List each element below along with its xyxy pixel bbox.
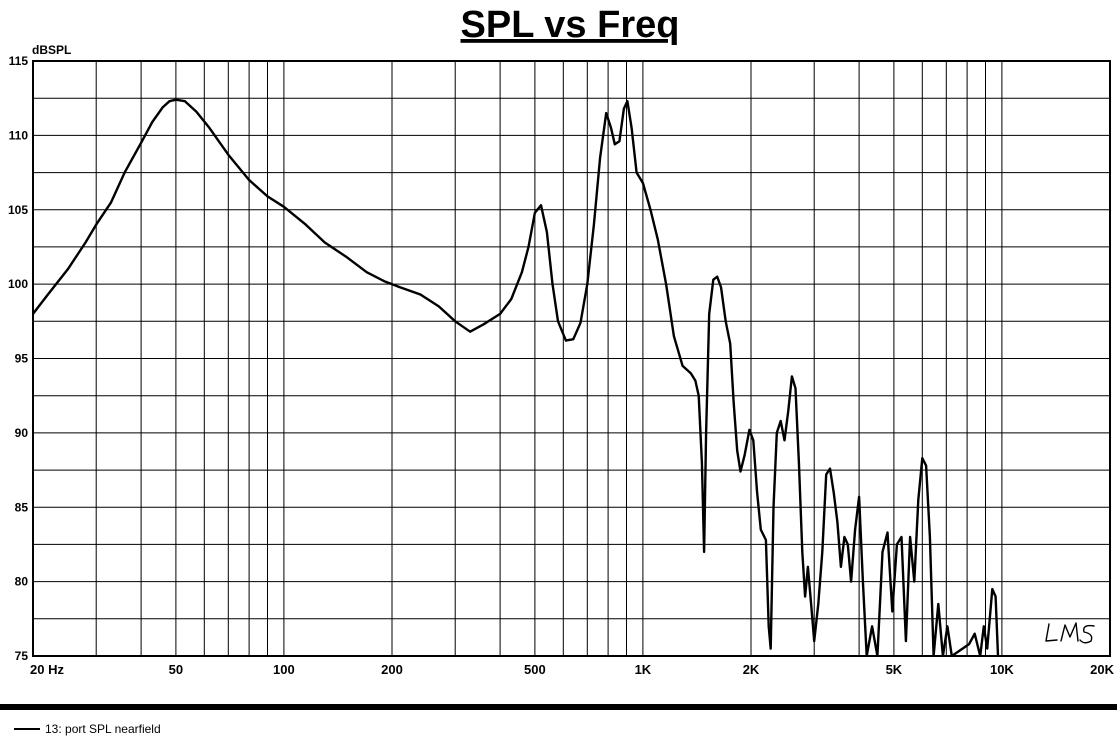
y-tick-label: 105: [8, 203, 28, 217]
series-line: [33, 98, 1000, 656]
y-tick-label: 100: [8, 277, 28, 291]
lms-watermark: [1045, 622, 1095, 644]
x-tick-label: 200: [381, 662, 403, 677]
chart: SPL vs Freq dBSPL 115 110 105 100 95 90 85 80 75…: [8, 4, 1115, 677]
x-tick-label: 5K: [886, 662, 903, 677]
horizontal-gridlines: [33, 97, 1110, 620]
y-tick-label: 110: [9, 128, 29, 142]
y-axis-label: dBSPL: [32, 43, 71, 57]
legend-label: 13: port SPL nearfield: [45, 722, 161, 736]
series-layer: [33, 98, 1000, 656]
x-tick-label: 1K: [635, 662, 652, 677]
x-tick-label: 10K: [990, 662, 1014, 677]
legend-swatch: [14, 728, 40, 730]
x-tick-label: 50: [169, 662, 183, 677]
legend-divider: [0, 704, 1117, 710]
chart-title: SPL vs Freq: [461, 4, 680, 46]
legend: 13: port SPL nearfield: [0, 700, 1117, 748]
x-tick-label: 500: [524, 662, 546, 677]
x-tick-labels: 20 Hz 50 100 200 500 1K 2K 5K 10K 20K: [30, 662, 1115, 677]
legend-entry: 13: port SPL nearfield: [14, 722, 161, 736]
x-tick-label: 2K: [743, 662, 760, 677]
y-tick-label: 85: [15, 500, 29, 514]
y-tick-label: 115: [9, 54, 29, 68]
y-tick-label: 75: [15, 649, 29, 663]
x-tick-label: 100: [273, 662, 295, 677]
x-tick-label: 20K: [1090, 662, 1114, 677]
y-tick-label: 90: [15, 426, 29, 440]
plot-frame: [32, 60, 1111, 657]
x-tick-label: 20 Hz: [30, 662, 64, 677]
y-tick-labels: 115 110 105 100 95 90 85 80 75: [8, 54, 28, 663]
y-tick-label: 95: [15, 352, 29, 366]
y-tick-label: 80: [15, 575, 29, 589]
